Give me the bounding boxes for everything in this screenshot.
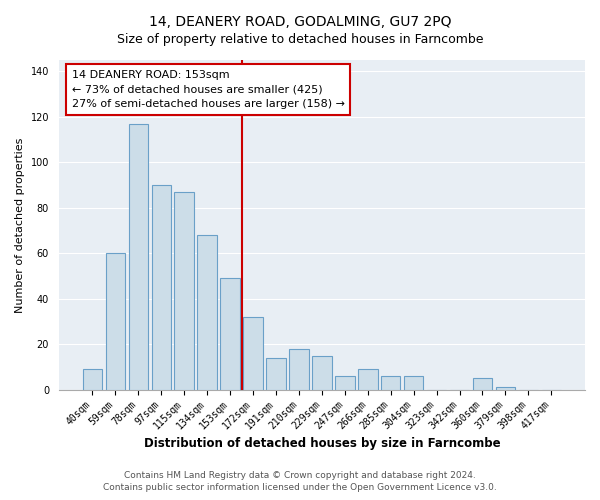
Bar [404,376,424,390]
Bar [312,356,332,390]
Text: 14, DEANERY ROAD, GODALMING, GU7 2PQ: 14, DEANERY ROAD, GODALMING, GU7 2PQ [149,15,451,29]
Bar [83,370,102,390]
Bar [381,376,400,390]
Bar [106,254,125,390]
Y-axis label: Number of detached properties: Number of detached properties [15,137,25,312]
Bar [128,124,148,390]
X-axis label: Distribution of detached houses by size in Farncombe: Distribution of detached houses by size … [143,437,500,450]
Bar [220,278,240,390]
Text: Contains HM Land Registry data © Crown copyright and database right 2024.
Contai: Contains HM Land Registry data © Crown c… [103,471,497,492]
Text: 14 DEANERY ROAD: 153sqm
← 73% of detached houses are smaller (425)
27% of semi-d: 14 DEANERY ROAD: 153sqm ← 73% of detache… [72,70,345,110]
Bar [266,358,286,390]
Bar [197,235,217,390]
Text: Size of property relative to detached houses in Farncombe: Size of property relative to detached ho… [117,32,483,46]
Bar [244,317,263,390]
Bar [358,370,377,390]
Bar [289,349,308,390]
Bar [175,192,194,390]
Bar [496,388,515,390]
Bar [473,378,492,390]
Bar [335,376,355,390]
Bar [152,185,171,390]
